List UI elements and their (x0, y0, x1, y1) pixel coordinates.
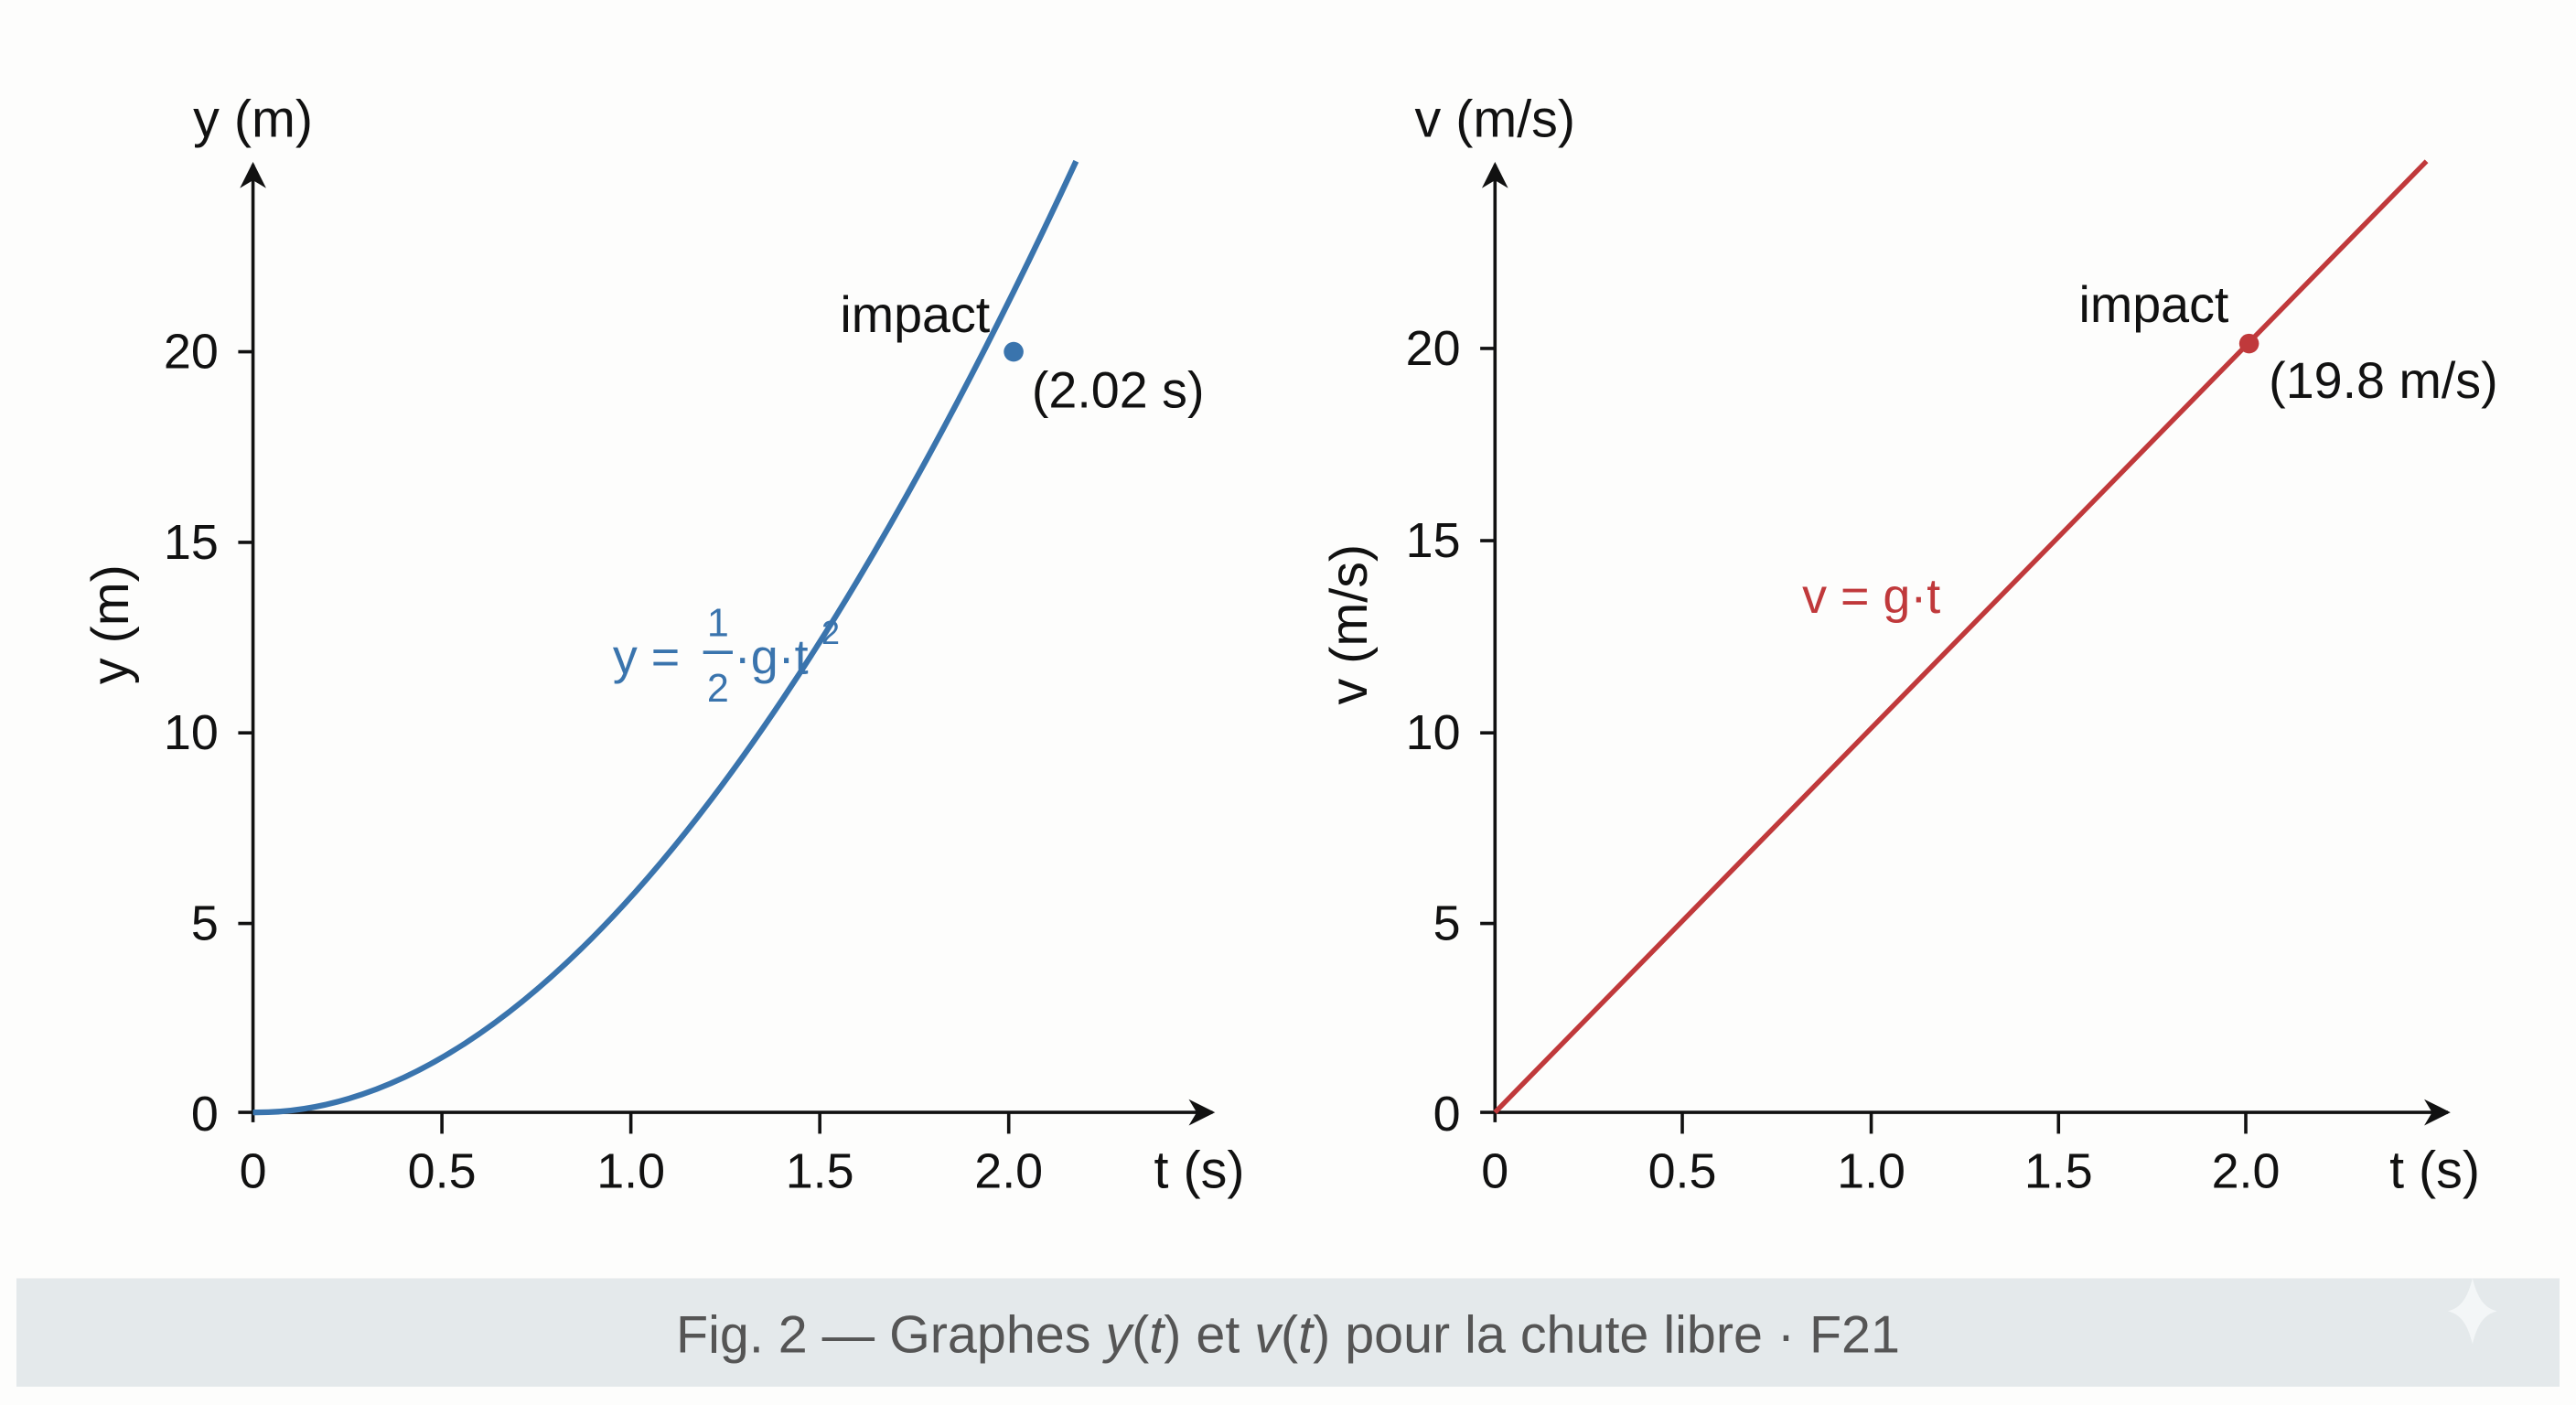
x-tick-label: 1.5 (786, 1144, 854, 1199)
svg-text:y =: y = (613, 630, 680, 685)
x-ticks: 0 0.5 1.0 1.5 2.0 t (s) (240, 1112, 1245, 1200)
y-axis-side-label: v (m/s) (1320, 544, 1379, 705)
x-tick-label: 0.5 (408, 1144, 477, 1199)
velocity-line (1493, 159, 2429, 1114)
y-tick-label: 5 (1433, 896, 1461, 951)
y-tick-label: 15 (164, 515, 219, 570)
y-tick-label: 20 (164, 325, 219, 380)
impact-label: impact (840, 286, 990, 343)
y-ticks: 20 15 10 5 0 (1406, 321, 1496, 1142)
impact-time-label: (2.02 s) (1032, 362, 1205, 419)
chart-v-of-t: v (m/s) 20 15 10 5 0 0 0.5 1.0 1.5 2.0 t… (1320, 90, 2497, 1199)
svg-text:1: 1 (707, 601, 729, 645)
x-axis-label: t (s) (2389, 1142, 2480, 1200)
x-ticks: 0 0.5 1.0 1.5 2.0 t (s) (1481, 1112, 2480, 1200)
svg-text:·g·t: ·g·t (735, 630, 809, 685)
y-tick-label: 10 (164, 705, 219, 760)
x-tick-label: 1.0 (1837, 1144, 1905, 1199)
impact-point (2238, 333, 2259, 354)
y-tick-label: 0 (191, 1087, 219, 1142)
y-tick-label: 10 (1406, 705, 1461, 760)
formula-v: v = g·t (1802, 569, 1940, 624)
y-tick-label: 5 (191, 896, 219, 951)
x-axis-label: t (s) (1154, 1142, 1245, 1200)
y-ticks: 20 15 10 5 0 (164, 325, 253, 1142)
y-tick-label: 0 (1433, 1087, 1461, 1142)
x-tick-label: 2.0 (974, 1144, 1043, 1199)
caption-text: Fig. 2 — Graphes y(t) et v(t) pour la ch… (676, 1305, 1900, 1364)
x-tick-label: 1.0 (596, 1144, 665, 1199)
svg-text:2: 2 (707, 667, 729, 711)
sparkle-icon (2447, 1278, 2497, 1345)
y-axis-top-label: y (m) (193, 90, 313, 148)
y-axis-side-label: y (m) (81, 564, 140, 684)
position-curve (252, 159, 1079, 1116)
x-tick-label: 0.5 (1648, 1144, 1717, 1199)
y-tick-label: 15 (1406, 513, 1461, 568)
y-axis-top-label: v (m/s) (1415, 90, 1576, 148)
impact-velocity-label: (19.8 m/s) (2269, 352, 2498, 409)
formula-y: y = 1 2 ·g·t 2 (613, 601, 840, 711)
impact-label: impact (2078, 276, 2228, 333)
chart-y-of-t: y (m) 20 15 10 5 0 0 0.5 1.0 1.5 2.0 t (… (81, 90, 1244, 1199)
y-tick-label: 20 (1406, 321, 1461, 376)
caption-bar: Fig. 2 — Graphes y(t) et v(t) pour la ch… (16, 1278, 2560, 1387)
x-tick-label: 2.0 (2212, 1144, 2281, 1199)
x-tick-label: 0 (240, 1144, 267, 1199)
svg-text:2: 2 (821, 614, 840, 651)
impact-point (1004, 341, 1024, 362)
x-tick-label: 1.5 (2024, 1144, 2093, 1199)
x-tick-label: 0 (1481, 1144, 1508, 1199)
